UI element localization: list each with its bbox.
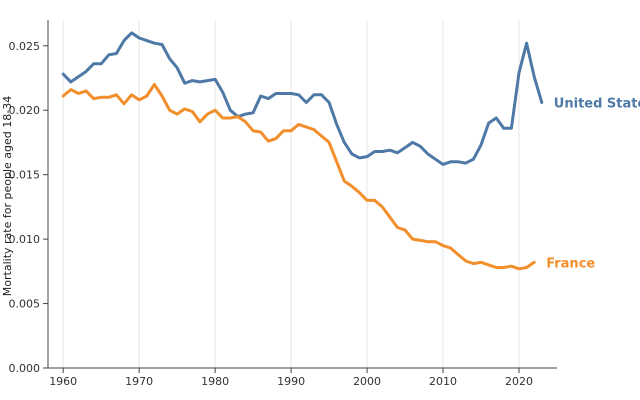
series-lines — [61, 31, 544, 271]
y-tick-label: 0.010 — [9, 233, 41, 246]
series-line-france — [61, 82, 536, 271]
y-tick-label: 0.000 — [9, 362, 41, 375]
series-label-france: France — [546, 256, 595, 271]
x-tick-label: 1980 — [201, 375, 229, 388]
x-tick-label: 1970 — [125, 375, 153, 388]
series-line-united-states — [61, 31, 544, 166]
grid — [62, 20, 520, 368]
y-tick-label: 0.020 — [9, 104, 41, 117]
y-tick-label: 0.015 — [9, 169, 41, 182]
x-tick-label: 1990 — [277, 375, 305, 388]
x-tick-label: 2010 — [429, 375, 457, 388]
series-labels: United States France — [546, 96, 640, 271]
x-tick-label: 1960 — [49, 375, 77, 388]
series-label-united-states: United States — [554, 96, 640, 111]
x-tick-label: 2020 — [505, 375, 533, 388]
axes: 1960 1970 1980 1990 2000 2010 2020 0.000 0.005 0.… — [9, 20, 557, 388]
y-tick-label: 0.005 — [9, 298, 41, 311]
y-axis-title: Mortality rate for people aged 18-34 — [1, 96, 14, 296]
y-tick-label: 0.025 — [9, 40, 41, 53]
x-tick-label: 2000 — [353, 375, 381, 388]
